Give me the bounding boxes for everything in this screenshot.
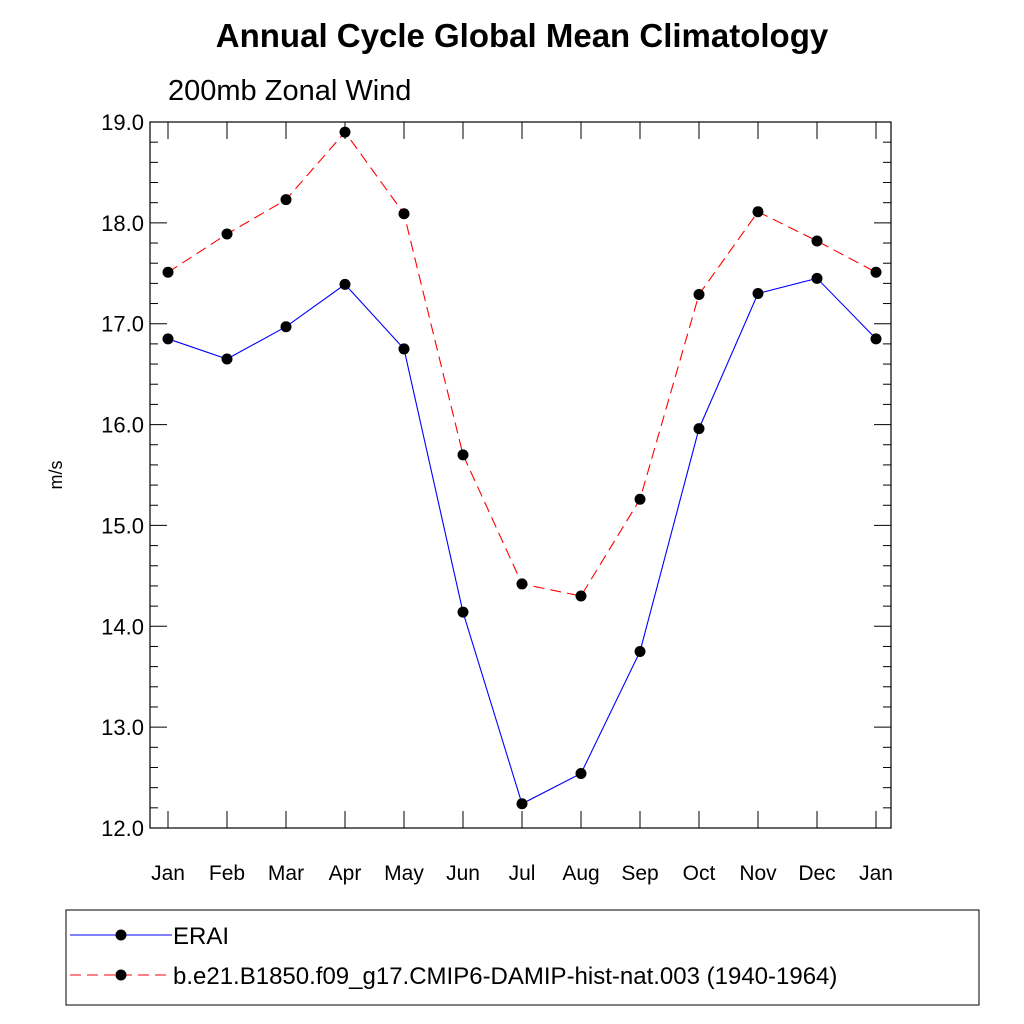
x-tick-label: Aug xyxy=(562,862,599,885)
legend: ERAI b.e21.B1850.f09_g17.CMIP6-DAMIP-hist… xyxy=(65,909,980,1006)
series-0-point xyxy=(339,278,351,290)
chart-title: Annual Cycle Global Mean Climatology xyxy=(216,17,829,54)
y-tick-label: 14.0 xyxy=(101,614,144,639)
x-tick-label: Oct xyxy=(683,862,716,885)
series-0-point xyxy=(870,333,882,345)
y-tick-label: 15.0 xyxy=(101,513,144,538)
legend-box xyxy=(65,909,980,1006)
series-0-point xyxy=(575,768,587,780)
series-0-point xyxy=(693,423,705,435)
series-1-point xyxy=(221,228,233,240)
legend-label-0: ERAI xyxy=(173,923,229,950)
series-0-point xyxy=(752,287,764,299)
series-1-point xyxy=(634,493,646,505)
series-0-point xyxy=(221,353,233,365)
series-1-point xyxy=(811,235,823,247)
y-tick-label: 12.0 xyxy=(101,816,144,841)
series-1-point xyxy=(516,578,528,590)
series-1-point xyxy=(162,266,174,278)
x-tick-label: May xyxy=(384,862,424,885)
series-0-point xyxy=(457,606,469,618)
series-1-point xyxy=(398,208,410,220)
series-1-point xyxy=(339,126,351,138)
series-0-point xyxy=(162,333,174,345)
legend-marker-1 xyxy=(115,969,127,981)
series-1-point xyxy=(457,449,469,461)
series-line-0 xyxy=(167,277,877,805)
series-0-point xyxy=(634,646,646,657)
legend-marker-0 xyxy=(115,929,127,941)
y-tick-label: 13.0 xyxy=(101,715,144,740)
x-tick-label: Apr xyxy=(329,862,362,885)
y-tick-label: 17.0 xyxy=(101,312,144,337)
x-tick-label: Mar xyxy=(268,862,304,885)
x-tick-label: Feb xyxy=(209,862,245,885)
chart-subtitle: 200mb Zonal Wind xyxy=(168,75,411,107)
series-1-point xyxy=(575,590,587,602)
x-tick-label: Jan xyxy=(859,862,893,885)
y-tick-label: 16.0 xyxy=(101,413,144,438)
y-tick-label: 19.0 xyxy=(101,110,144,135)
series-0-point xyxy=(516,798,528,810)
series-1-point xyxy=(280,194,292,206)
series-0-point xyxy=(398,343,410,355)
series-0-point xyxy=(811,272,823,284)
x-tick-label: Sep xyxy=(621,862,658,885)
x-tick-label: Jul xyxy=(509,862,536,885)
x-tick-label: Nov xyxy=(739,862,777,885)
legend-label-1: b.e21.B1850.f09_g17.CMIP6-DAMIP-hist-nat… xyxy=(173,963,837,990)
series-1-point xyxy=(870,266,882,278)
series-1-point xyxy=(752,206,764,218)
series-0-point xyxy=(280,321,292,333)
axis-ticks: 12.0 13.0 14.0 15.0 16.0 17.0 18.0 19.0 Jan Feb Ma… xyxy=(101,110,893,885)
series-line-1 xyxy=(167,131,877,597)
x-tick-label: Jun xyxy=(446,862,480,885)
x-tick-label: Dec xyxy=(798,862,835,885)
x-tick-label: Jan xyxy=(151,862,185,885)
y-axis-label: m/s xyxy=(46,461,66,490)
y-tick-label: 18.0 xyxy=(101,211,144,236)
series-layer xyxy=(162,126,882,810)
series-1-point xyxy=(693,288,705,300)
plot-frame xyxy=(149,121,892,829)
